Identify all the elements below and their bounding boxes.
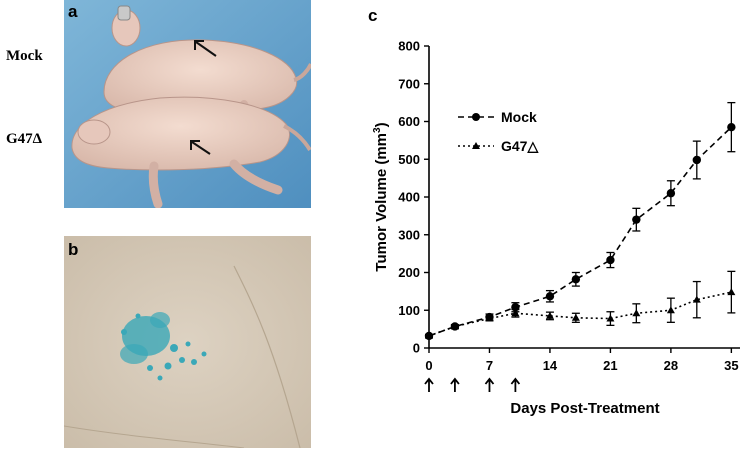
tumor-arrow-mock [194,40,217,57]
panel-letter-c: c [368,6,378,25]
series-g47 [425,270,736,339]
treatment-arrow [424,377,434,392]
g47-line [428,291,732,337]
g47-point [666,306,675,314]
mock-line [428,126,732,337]
blue-stain-cluster [120,312,207,381]
mock-point [606,255,615,265]
x-tick-label: 7 [486,358,493,373]
y-tick-label: 600 [398,114,420,129]
mock-point [571,275,581,284]
g47-point [632,309,641,317]
x-axis-label: Days Post-Treatment [510,400,659,417]
g47-point [692,295,701,303]
y-tick-label: 100 [398,303,420,318]
y-tick-label: 0 [413,341,420,356]
panel-letter-a: a [68,2,78,21]
x-tick-label: 21 [603,358,617,373]
g47-label: G47Δ [6,131,43,147]
g47-point [450,322,459,330]
y-tick-label: 500 [398,152,420,167]
mock-point [666,189,676,198]
treatment-arrow [510,377,521,392]
g47-mouse [71,96,312,209]
treatment-arrow [450,377,460,392]
x-tick-label: 35 [724,358,738,373]
g47-point [485,314,494,322]
mock-point [727,122,736,132]
y-tick-label: 200 [398,265,420,280]
y-tick-label: 800 [398,39,420,54]
tumor-arrow-g47 [190,140,211,155]
svg-text:G47△: G47△ [501,138,539,154]
g47-point [425,331,433,339]
mock-point [632,215,641,224]
legend: Mock G47△ [458,109,539,154]
g47-point [545,311,554,319]
legend-entry-g47: G47△ [458,138,539,154]
y-tick-label: 700 [398,76,420,91]
y-axis-label: Tumor Volume (mm3) [372,122,390,271]
mock-label: Mock [6,48,43,64]
series-mock [424,101,736,341]
g47-point [511,309,520,317]
y-tick-label: 300 [398,227,420,242]
x-tick-label: 0 [425,358,432,373]
panel-letter-b: b [68,240,79,259]
g47-point [571,313,580,321]
x-tick-label: 28 [664,358,678,373]
mock-point [545,292,555,301]
mice-photo [64,0,313,209]
legend-entry-mock: Mock [458,109,537,125]
panel-a-photo [64,0,313,209]
x-tick-label: 14 [543,358,558,373]
mock-point [692,155,702,165]
treatment-arrow [484,377,495,392]
xgal-stain-photo [63,236,311,449]
panel-b-photo [63,236,311,449]
y-tick-label: 400 [398,190,420,205]
g47-point [606,314,615,322]
svg-text:Mock: Mock [501,109,537,125]
g47-point [727,288,736,296]
